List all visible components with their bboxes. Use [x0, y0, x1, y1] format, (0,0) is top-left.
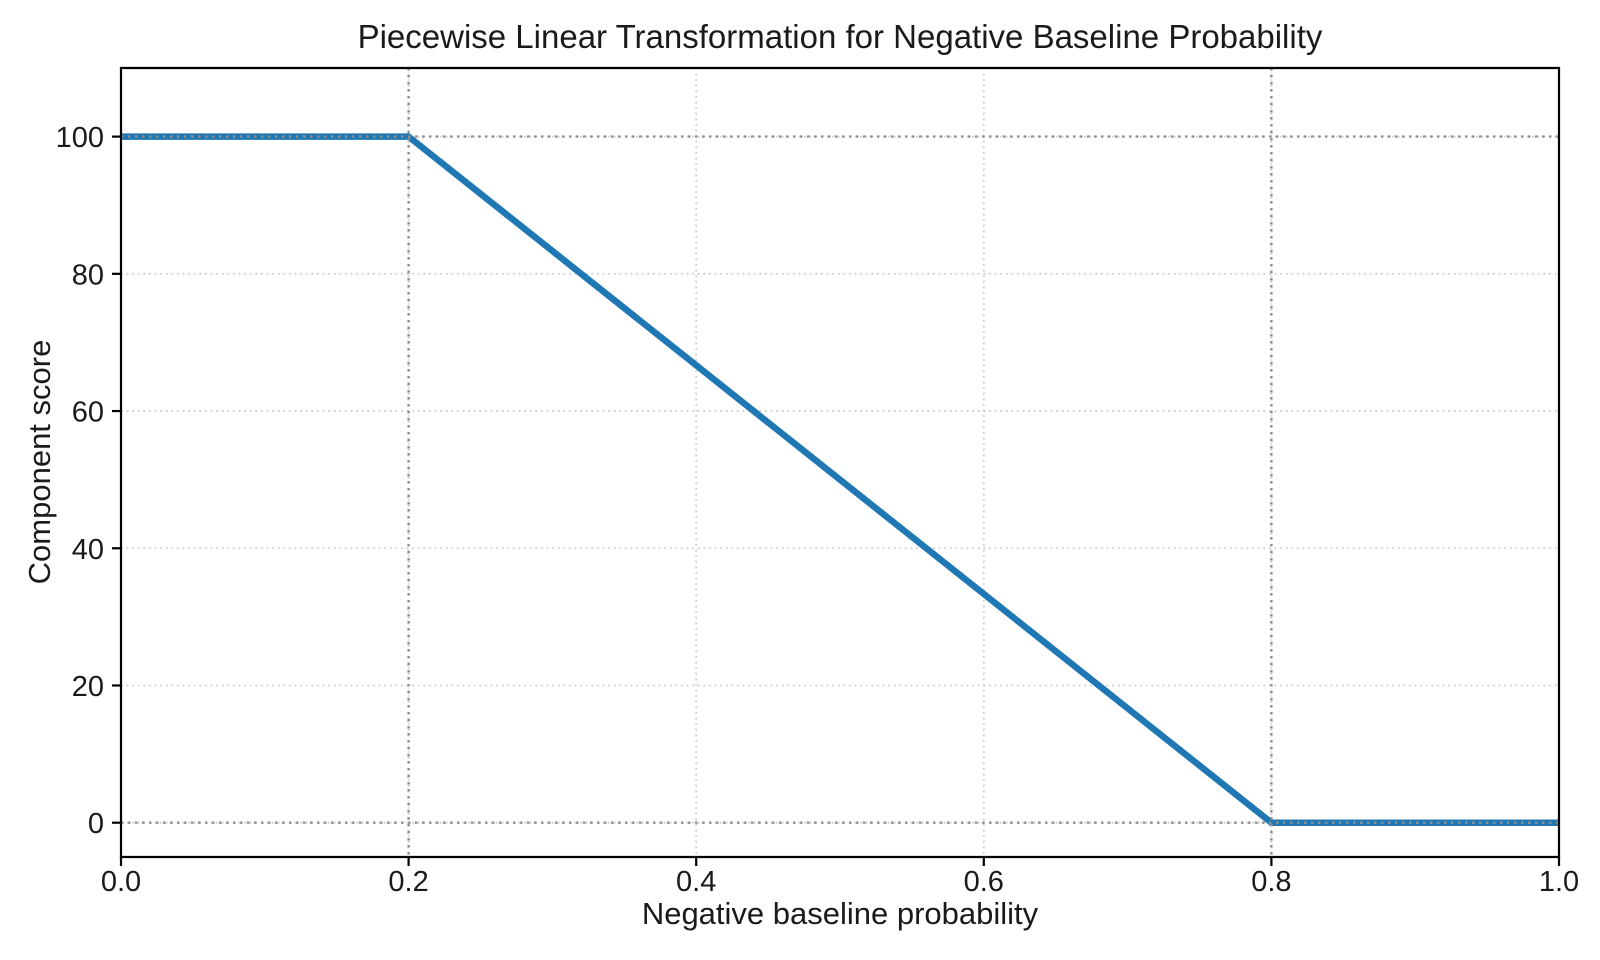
- y-tick-label: 80: [72, 259, 104, 291]
- x-axis-label: Negative baseline probability: [641, 896, 1039, 931]
- chart-title: Piecewise Linear Transformation for Nega…: [357, 18, 1323, 55]
- x-tick-label: 1.0: [1539, 866, 1579, 898]
- x-tick-label: 0.6: [964, 866, 1004, 898]
- x-tick-label: 0.0: [101, 866, 141, 898]
- y-tick-label: 20: [72, 671, 104, 703]
- y-tick-label: 0: [88, 808, 104, 840]
- x-tick-label: 0.8: [1251, 866, 1291, 898]
- y-tick-label: 100: [56, 122, 104, 154]
- y-tick-label: 60: [72, 397, 104, 429]
- x-tick-label: 0.4: [676, 866, 716, 898]
- y-tick-label: 40: [72, 534, 104, 566]
- x-tick-label: 0.2: [388, 866, 428, 898]
- series-line: [121, 133, 1559, 826]
